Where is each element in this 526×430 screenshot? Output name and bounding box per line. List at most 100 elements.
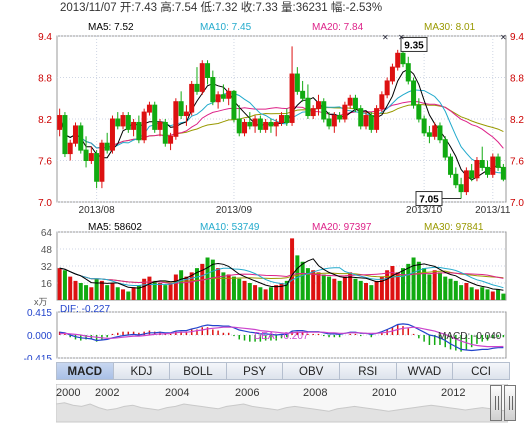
tab-cci[interactable]: CCI [452,362,510,380]
candle-body [426,132,432,137]
volume-bar [279,283,284,300]
volume-bar [142,278,147,300]
volume-bar [110,283,115,300]
volume-bar [73,280,78,300]
price-y-tick-left: 8.8 [38,74,52,85]
volume-bar [353,278,358,300]
tab-wvad[interactable]: WVAD [395,362,454,380]
candle-body [136,121,142,141]
price-y-tick-right: 8.8 [510,74,524,85]
candle-body [194,83,200,92]
volume-bar [496,289,501,300]
candle-body [252,118,258,127]
volume-bar [490,291,495,300]
candle-body [83,149,89,161]
candle-body [432,125,438,137]
volume-bar [179,270,184,300]
price-y-tick-left: 7.0 [38,198,52,209]
macd-legend-dif: DIF: -0.227 [60,304,111,315]
candle-body [490,156,496,175]
volume-bar [432,270,437,300]
candle-body [384,80,390,96]
tab-obv[interactable]: OBV [282,362,340,380]
volume-bar [443,276,448,300]
candle-body [437,125,443,141]
volume-bar [268,287,273,300]
volume-bar [311,270,316,300]
price-chart[interactable]: 9.4 9.4 8.8 8.8 8.2 8.2 7.6 7.6 7.0 7.0 2013/08 201… [0,16,526,216]
candle-body [495,156,501,168]
scroll-marker-icon: ✕ [382,33,389,42]
volume-bar [258,287,263,300]
volume-bar [501,293,506,300]
time-navigator[interactable] [56,384,508,424]
scroll-marker-icon: ✕ [500,33,507,42]
volume-chart[interactable]: 64 48 32 16 [0,220,526,302]
tab-boll[interactable]: BOLL [169,362,227,380]
volume-bar [184,276,189,300]
volume-bar [316,272,321,300]
navigator-year-label: 2004 [165,387,190,399]
candle-body [78,125,84,151]
header-high: 高:7.54 [160,2,198,14]
volume-bar [305,268,310,300]
volume-bar [358,280,363,300]
candle-body [352,97,358,110]
candle-body [358,108,364,127]
candle-body [94,153,100,182]
price-y-tick-right: 8.2 [510,115,524,126]
candle-body [448,156,454,175]
low-annotation-box [415,191,443,207]
header-date: 2013/11/07 [60,2,117,14]
candle-body [321,101,327,120]
macd-legend-dea: DEA: -0.207 [254,331,309,342]
price-legend-ma30: MA30: 8.01 [424,22,476,33]
high-annotation-label: 9.35 [404,40,424,51]
candle-body [463,170,469,193]
candle-body [257,118,263,130]
candle-body [374,108,380,130]
volume-bar [210,259,215,300]
candle-body [458,184,464,193]
price-x-tick: 2013/11 [475,205,511,216]
volume-bar [147,276,152,300]
price-x-tick: 2013/10 [406,205,443,216]
candle-body [173,101,179,137]
navigator-right-handle[interactable] [504,385,516,421]
volume-bar [469,287,474,300]
volume-legend-ma5: MA5: 58602 [88,222,142,233]
price-x-tick: 2013/08 [79,205,116,216]
price-x-tick: 2013/09 [216,205,253,216]
volume-bar [126,291,131,300]
scroll-marker-icon: ✕ [398,33,405,42]
tab-macd[interactable]: MACD [56,362,114,380]
volume-bar [337,280,342,300]
volume-bar [216,268,221,300]
volume-bar [327,276,332,300]
candle-body [236,118,242,134]
tab-kdj[interactable]: KDJ [112,362,171,380]
navigator-left-handle[interactable] [490,385,502,421]
navigator-year-label: 2008 [303,387,328,399]
volume-bar [136,285,141,300]
volume-bar [105,285,110,300]
volume-y-tick: 16 [41,279,53,290]
volume-bar [400,268,405,300]
candle-body [421,118,427,134]
volume-bar [57,268,62,300]
volume-bar [284,280,289,300]
tab-rsi[interactable]: RSI [339,362,397,380]
candle-body [479,160,485,168]
candle-body [215,94,221,103]
macd-chart[interactable]: 0.415 0.000 -0.415 [0,302,526,360]
volume-bar [158,283,163,300]
tab-psy[interactable]: PSY [225,362,284,380]
candle-body [411,80,417,106]
volume-bar [173,274,178,300]
volume-bar [194,268,199,300]
quote-header: 2013/11/07 开:7.43 高:7.54 低:7.32 收:7.33 量… [60,0,382,16]
volume-bar [94,278,99,300]
candle-body [363,115,369,127]
volume-bar [231,276,236,300]
volume-bar [474,289,479,300]
